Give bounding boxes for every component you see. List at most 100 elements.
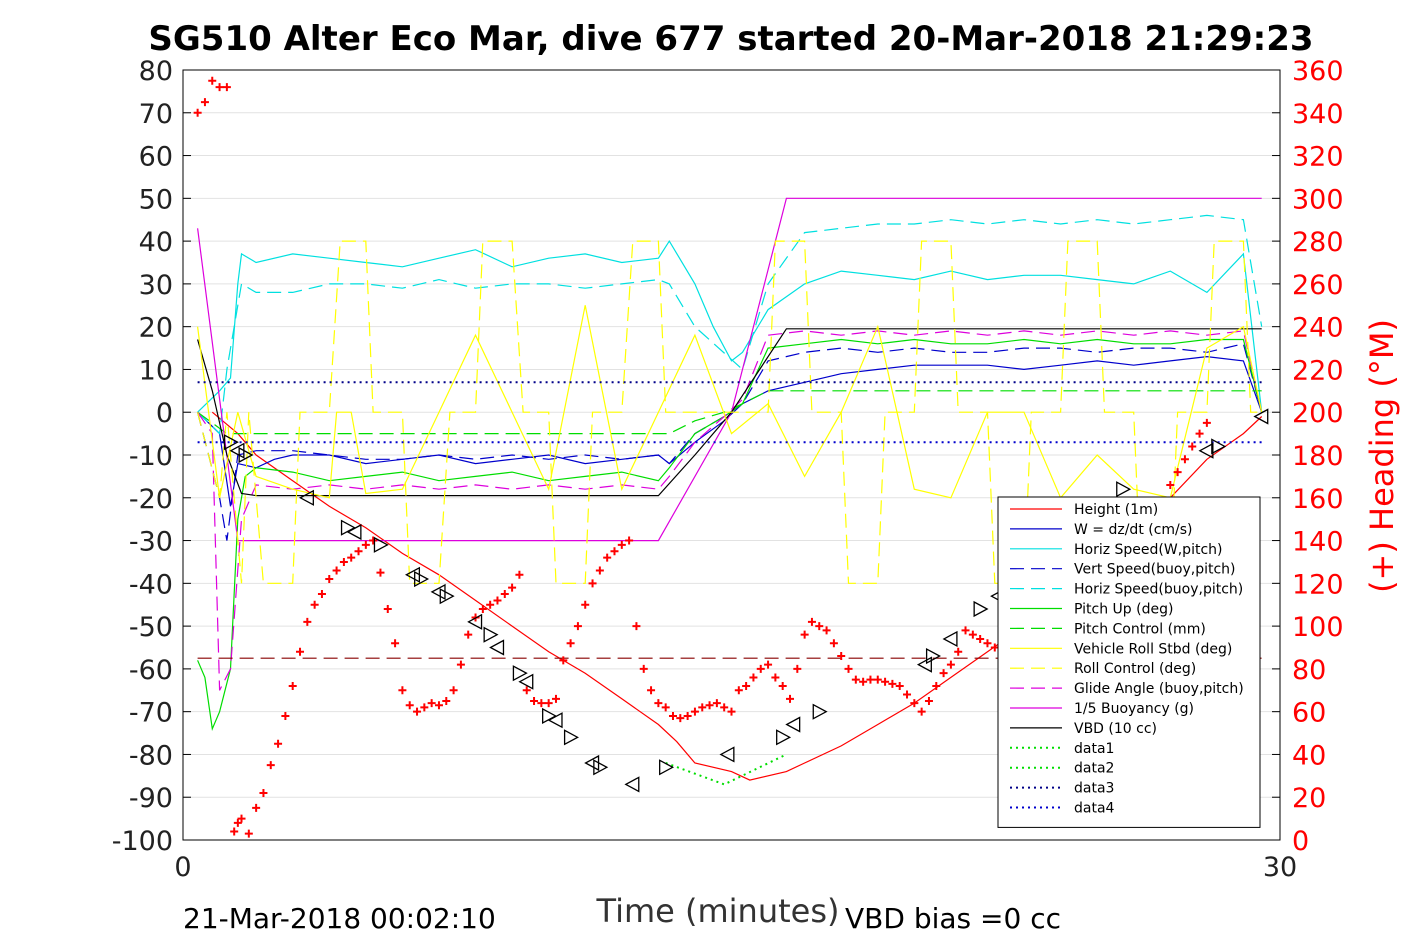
y-tick-label-right-7: 220: [1292, 355, 1344, 386]
y-tick-label-left-6: 20: [139, 313, 173, 344]
heading-point-7: [237, 814, 246, 823]
triangle-marker-6: [373, 536, 389, 553]
triangle-marker-17: [547, 712, 563, 729]
heading-point-67: [676, 714, 685, 723]
triangle-marker-2: [238, 446, 254, 464]
heading-point-11: [266, 761, 275, 770]
heading-point-26: [376, 568, 385, 577]
heading-point-22: [347, 553, 356, 562]
legend-label-5: Pitch Up (deg): [1074, 602, 1173, 618]
y-tick-label-right-11: 140: [1292, 527, 1344, 558]
heading-point-55: [588, 579, 597, 588]
heading-point-24: [361, 540, 370, 549]
heading-point-106: [961, 626, 970, 635]
triangle-marker-38: [1211, 438, 1227, 455]
legend-label-15: data4: [1074, 801, 1115, 817]
triangle-marker-39: [1253, 408, 1269, 425]
legend-label-4: Horiz Speed(buoy,pitch): [1074, 582, 1243, 598]
triangle-marker-10: [439, 588, 455, 605]
triangle-marker-15: [518, 673, 534, 690]
heading-point-104: [946, 660, 955, 669]
heading-point-20: [332, 566, 341, 575]
heading-point-93: [866, 675, 875, 684]
heading-point-43: [500, 590, 509, 599]
y-tick-label-right-12: 120: [1292, 569, 1344, 600]
triangle-marker-26: [812, 703, 828, 720]
legend-label-1: W = dz/dt (cm/s): [1074, 522, 1193, 538]
y-tick-label-left-13: -50: [129, 612, 173, 643]
heading-point-60: [625, 536, 634, 545]
heading-point-47: [530, 696, 539, 705]
heading-point-13: [281, 711, 290, 720]
series-line-12: [665, 753, 787, 786]
heading-point-28: [391, 639, 400, 648]
heading-point-34: [434, 701, 443, 710]
heading-point-30: [405, 701, 414, 710]
heading-point-63: [647, 686, 656, 695]
heading-point-134: [1166, 480, 1175, 489]
heading-point-59: [617, 540, 626, 549]
heading-point-46: [522, 686, 531, 695]
legend-label-11: VBD (10 cc): [1074, 721, 1157, 737]
footer-vbd-bias: VBD bias =0 cc: [845, 902, 1061, 935]
heading-point-48: [537, 699, 546, 708]
heading-point-109: [983, 639, 992, 648]
series-line-4: [197, 214, 1263, 435]
heading-point-36: [449, 686, 458, 695]
heading-point-75: [734, 686, 743, 695]
triangle-marker-3: [298, 489, 314, 506]
y-tick-label-left-15: -70: [129, 698, 173, 729]
triangle-marker-18: [563, 729, 579, 746]
heading-point-83: [793, 664, 802, 673]
heading-point-137: [1188, 442, 1197, 451]
heading-point-102: [932, 682, 941, 690]
y-tick-label-right-13: 100: [1292, 612, 1344, 643]
y-tick-label-left-10: -20: [129, 484, 173, 515]
heading-point-25: [369, 536, 378, 545]
legend-label-13: data2: [1074, 761, 1114, 777]
heading-point-54: [581, 600, 590, 609]
y-tick-label-right-18: 0: [1292, 826, 1309, 857]
heading-point-78: [756, 664, 765, 673]
y-tick-label-right-0: 360: [1292, 56, 1344, 87]
heading-point-42: [493, 596, 502, 605]
y-tick-label-left-0: 80: [139, 56, 173, 87]
footer-timestamp: 21-Mar-2018 00:02:10: [183, 902, 496, 935]
legend-label-9: Glide Angle (buoy,pitch): [1074, 681, 1244, 697]
y-tick-label-left-18: -100: [112, 826, 173, 857]
triangle-marker-23: [719, 746, 735, 763]
y-tick-label-right-6: 240: [1292, 313, 1344, 344]
y-tick-label-left-9: -10: [129, 441, 173, 472]
legend-box: [997, 496, 1261, 828]
y-tick-label-right-16: 40: [1292, 740, 1326, 771]
heading-point-100: [917, 707, 926, 716]
series-line-10: [197, 305, 1263, 499]
y-tick-label-left-11: -30: [129, 527, 173, 558]
triangle-marker-0: [223, 434, 239, 451]
heading-point-80: [771, 673, 780, 682]
heading-point-18: [317, 590, 326, 599]
heading-point-101: [924, 696, 933, 705]
triangle-marker-5: [346, 523, 362, 541]
legend-label-12: data1: [1074, 741, 1114, 757]
y-tick-label-left-8: 0: [156, 398, 173, 429]
heading-point-105: [954, 647, 963, 656]
y-tick-label-left-2: 60: [139, 142, 173, 173]
legend-label-2: Horiz Speed(W,pitch): [1074, 542, 1222, 558]
y-tick-label-left-16: -80: [129, 740, 173, 771]
heading-point-12: [274, 739, 283, 748]
heading-point-4: [222, 83, 231, 92]
y-tick-label-right-5: 260: [1292, 270, 1344, 301]
triangle-marker-27: [916, 656, 932, 673]
heading-point-68: [683, 711, 692, 720]
series-line-2: [197, 239, 1263, 413]
triangle-marker-25: [785, 716, 801, 733]
heading-point-15: [296, 647, 305, 656]
y-tick-label-left-5: 30: [139, 270, 173, 301]
y-tick-label-right-17: 20: [1292, 783, 1326, 814]
y-tick-label-right-10: 160: [1292, 484, 1344, 515]
heading-point-37: [456, 660, 465, 669]
heading-point-74: [727, 707, 736, 716]
